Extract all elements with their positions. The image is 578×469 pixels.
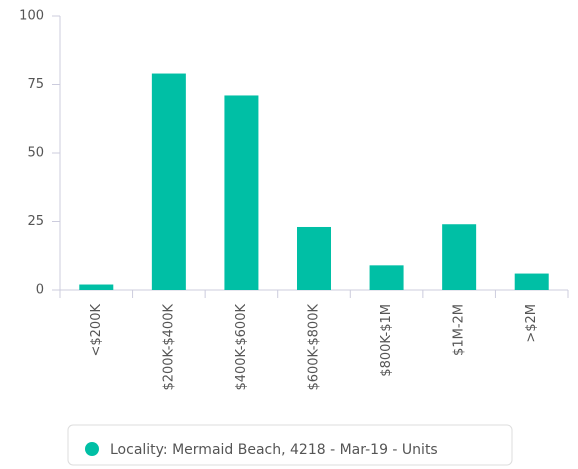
x-tick-label: >$2M: [524, 304, 539, 343]
bar: [297, 226, 331, 290]
x-tick-label: $600K-$800K: [307, 304, 322, 391]
y-tick-label: 0: [36, 283, 44, 298]
y-tick-label: 50: [27, 146, 44, 161]
x-tick-label: $1M-2M: [452, 304, 467, 356]
bar: [79, 284, 114, 290]
y-tick-label: 100: [19, 9, 44, 24]
legend-label: Locality: Mermaid Beach, 4218 - Mar-19 -…: [110, 442, 438, 458]
bar: [369, 265, 404, 290]
x-tick-label: $400K-$600K: [234, 304, 249, 391]
bar: [224, 95, 259, 291]
bar: [514, 273, 549, 290]
legend-marker: [85, 442, 99, 456]
y-tick-label: 25: [27, 214, 44, 229]
legend: [67, 424, 513, 466]
x-tick-label: $200K-$400K: [161, 304, 176, 391]
bar: [442, 224, 477, 290]
x-tick-label: <$200K: [89, 304, 104, 357]
x-tick-label: $800K-$1M: [379, 304, 394, 377]
bar: [151, 73, 186, 290]
y-tick-label: 75: [27, 77, 44, 92]
